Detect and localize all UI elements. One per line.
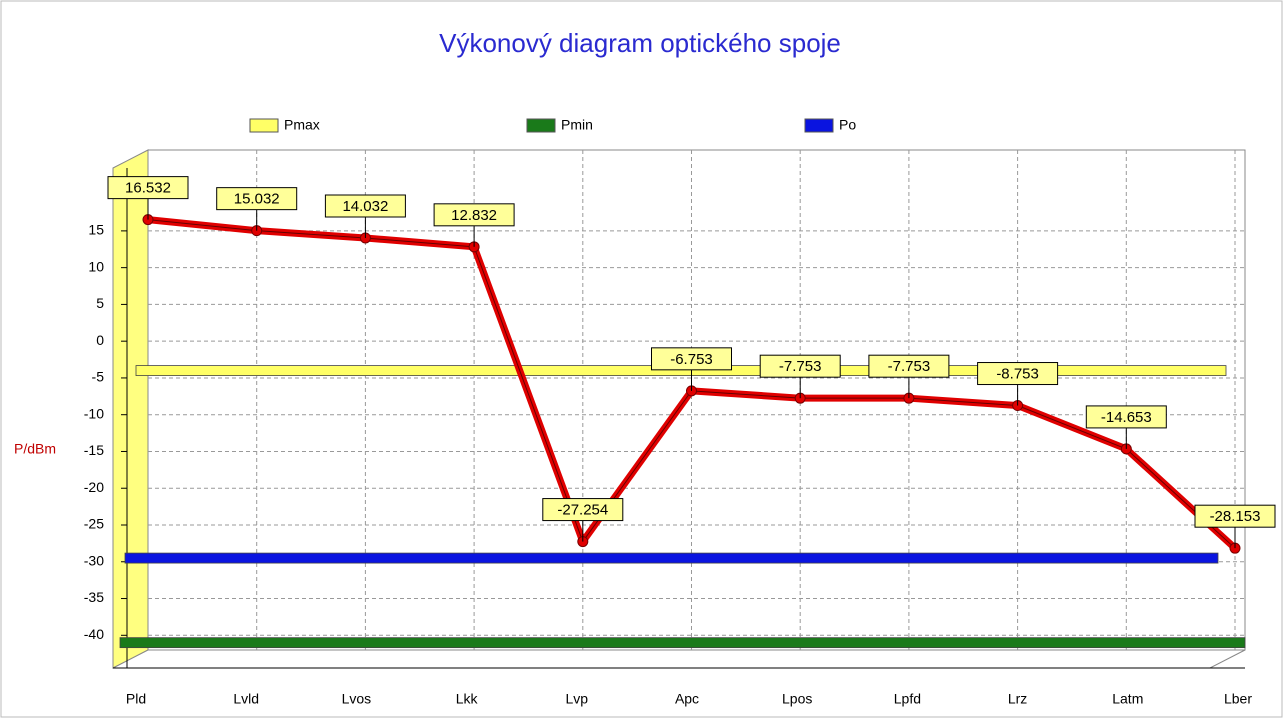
value-label: -8.753 — [996, 366, 1039, 383]
value-label: -28.153 — [1210, 508, 1261, 525]
y-tick-label: -5 — [92, 369, 105, 385]
value-label-box — [216, 187, 298, 211]
legend-label: Pmin — [561, 117, 593, 133]
y-tick-label: -30 — [84, 552, 104, 568]
x-tick-label: Lrz — [1008, 691, 1027, 707]
value-label-box — [759, 354, 841, 378]
y-tick-label: -20 — [84, 479, 104, 495]
y-tick-label: 5 — [96, 295, 104, 311]
x-tick-label: Lvld — [233, 691, 259, 707]
value-label-box — [1085, 405, 1167, 429]
y-tick-label: -35 — [84, 589, 104, 605]
legend-label: Po — [839, 117, 856, 133]
y-axis-label: P/dBm — [14, 441, 56, 457]
y-tick-label: -10 — [84, 405, 104, 421]
y-tick-label: 15 — [88, 222, 104, 238]
value-label: 14.032 — [342, 198, 388, 215]
reference-band — [119, 637, 1246, 649]
x-tick-label: Apc — [675, 691, 699, 707]
value-label: -6.753 — [670, 351, 713, 368]
y-tick-label: 10 — [88, 258, 104, 274]
x-tick-label: Lkk — [456, 691, 479, 707]
value-label-box — [868, 354, 950, 378]
value-label-box — [1194, 504, 1276, 528]
x-tick-label: Latm — [1112, 691, 1143, 707]
legend-label: Pmax — [284, 117, 320, 133]
value-label-box — [977, 362, 1059, 386]
value-label-box — [324, 194, 406, 218]
chart-title: Výkonový diagram optického spoje — [439, 28, 841, 58]
x-tick-label: Lvp — [566, 691, 589, 707]
x-tick-label: Lber — [1224, 691, 1252, 707]
value-label: 16.532 — [125, 180, 171, 197]
value-label: 12.832 — [451, 207, 497, 224]
reference-band — [124, 552, 1219, 564]
x-tick-label: Lpfd — [894, 691, 921, 707]
y-tick-label: -25 — [84, 516, 104, 532]
y-tick-label: -15 — [84, 442, 104, 458]
value-label: -27.254 — [557, 502, 608, 519]
floor — [112, 649, 1246, 669]
legend-swatch — [249, 118, 279, 133]
left-wall — [112, 149, 149, 669]
y-tick-label: -40 — [84, 626, 104, 642]
x-tick-label: Pld — [126, 691, 146, 707]
value-label-box — [107, 176, 189, 200]
x-tick-label: Lvos — [342, 691, 372, 707]
value-label: 15.032 — [234, 191, 280, 208]
x-tick-label: Lpos — [782, 691, 812, 707]
value-label: -14.653 — [1101, 409, 1152, 426]
plot-wall — [147, 149, 1246, 651]
legend-swatch — [526, 118, 556, 133]
value-label: -7.753 — [779, 358, 822, 375]
legend-swatch — [804, 118, 834, 133]
value-label-box — [433, 203, 515, 227]
y-tick-label: 0 — [96, 332, 104, 348]
value-label-box — [542, 498, 624, 522]
value-label-box — [651, 347, 732, 371]
value-label: -7.753 — [888, 358, 931, 375]
